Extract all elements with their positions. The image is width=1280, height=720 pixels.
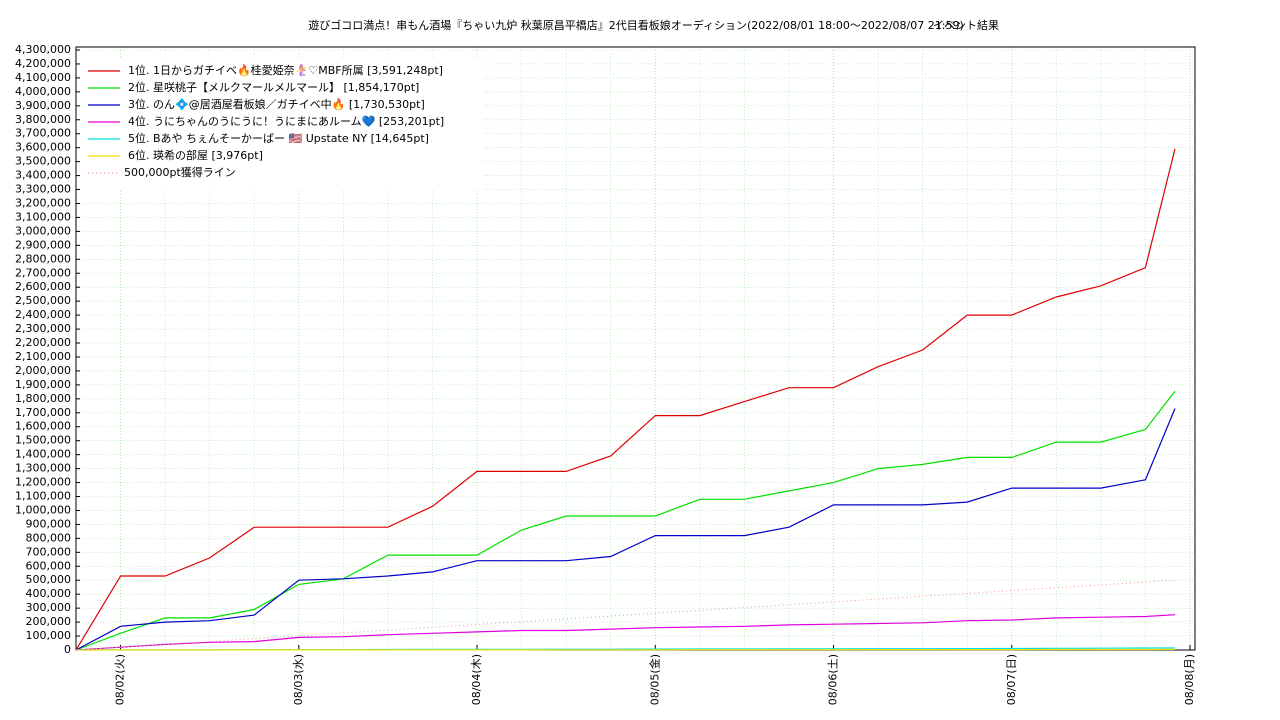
series-line <box>75 579 1176 651</box>
legend-label: 4位. うにちゃんのうにうに！うにまにあルーム💙 [253,201pt] <box>128 114 444 128</box>
legend: 1位. 1日からガチイベ🔥桂愛姫奈🧜‍♀️♡MBF所属 [3,591,248pt… <box>80 57 482 190</box>
y-tick-label: 400,000 <box>26 587 72 600</box>
legend-background <box>80 57 482 190</box>
y-tick-label: 4,200,000 <box>15 57 71 70</box>
y-tick-label: 2,800,000 <box>15 252 71 265</box>
y-tick-label: 2,500,000 <box>15 294 71 307</box>
y-tick-label: 1,500,000 <box>15 434 71 447</box>
y-tick-label: 100,000 <box>26 629 72 642</box>
x-tick-label: 08/02(火) <box>114 654 127 705</box>
y-tick-label: 600,000 <box>26 559 72 572</box>
y-tick-label: 1,900,000 <box>15 378 71 391</box>
y-tick-label: 2,900,000 <box>15 238 71 251</box>
y-tick-label: 4,000,000 <box>15 85 71 98</box>
y-tick-label: 3,000,000 <box>15 224 71 237</box>
x-tick-label: 08/07(日) <box>1005 654 1018 705</box>
y-tick-label: 3,900,000 <box>15 99 71 112</box>
legend-label: 3位. のん💠@居酒屋看板娘／ガチイベ中🔥 [1,730,530pt] <box>128 97 425 111</box>
y-tick-label: 1,000,000 <box>15 503 71 516</box>
y-tick-label: 1,200,000 <box>15 476 71 489</box>
y-tick-label: 3,100,000 <box>15 210 71 223</box>
legend-label: 1位. 1日からガチイベ🔥桂愛姫奈🧜‍♀️♡MBF所属 [3,591,248pt… <box>128 63 443 77</box>
series-line <box>75 614 1176 651</box>
y-tick-label: 2,300,000 <box>15 322 71 335</box>
y-tick-label: 2,000,000 <box>15 364 71 377</box>
y-tick-label: 300,000 <box>26 601 72 614</box>
y-tick-label: 2,700,000 <box>15 266 71 279</box>
y-tick-label: 200,000 <box>26 615 72 628</box>
series-line <box>75 390 1176 651</box>
y-tick-label: 3,700,000 <box>15 127 71 140</box>
y-tick-label: 1,600,000 <box>15 420 71 433</box>
legend-label: 6位. 瑛希の部屋 [3,976pt] <box>128 148 263 162</box>
x-tick-label: 08/08(月) <box>1183 654 1196 705</box>
y-tick-label: 0 <box>64 643 71 656</box>
x-tick-label: 08/04(木) <box>470 654 483 705</box>
y-tick-label: 3,500,000 <box>15 155 71 168</box>
y-tick-label: 4,300,000 <box>15 43 71 56</box>
y-tick-label: 2,200,000 <box>15 336 71 349</box>
series-line <box>75 408 1176 651</box>
y-tick-label: 1,100,000 <box>15 490 71 503</box>
y-tick-label: 2,400,000 <box>15 308 71 321</box>
legend-label: 500,000pt獲得ライン <box>124 166 236 179</box>
y-tick-label: 2,100,000 <box>15 350 71 363</box>
y-tick-label: 1,700,000 <box>15 406 71 419</box>
y-tick-label: 3,600,000 <box>15 141 71 154</box>
y-tick-label: 4,100,000 <box>15 71 71 84</box>
legend-label: 5位. Bあや ちぇんそーかーばー 🇺🇸 Upstate NY [14,645p… <box>128 131 429 145</box>
y-tick-label: 900,000 <box>26 517 72 530</box>
y-tick-label: 1,800,000 <box>15 392 71 405</box>
chart-title: 遊びゴコロ満点！串もん酒場『ちゃい九炉 秋葉原昌平橋店』2代目看板娘オーディショ… <box>308 18 964 32</box>
y-tick-label: 1,300,000 <box>15 462 71 475</box>
x-tick-label: 08/03(水) <box>292 654 305 705</box>
y-tick-label: 3,200,000 <box>15 196 71 209</box>
y-tick-label: 1,400,000 <box>15 448 71 461</box>
legend-label: 2位. 星咲桃子【メルクマールメルマール】 [1,854,170pt] <box>128 80 419 94</box>
y-tick-label: 3,800,000 <box>15 113 71 126</box>
y-tick-label: 700,000 <box>26 545 72 558</box>
chart-subtitle: イベント結果 <box>933 18 999 32</box>
y-tick-label: 2,600,000 <box>15 280 71 293</box>
y-tick-label: 3,400,000 <box>15 169 71 182</box>
series-line <box>75 148 1176 651</box>
y-tick-label: 500,000 <box>26 573 72 586</box>
x-tick-label: 08/05(金) <box>647 654 661 705</box>
series-line <box>76 648 1176 651</box>
y-tick-label: 3,300,000 <box>15 183 71 196</box>
y-tick-label: 800,000 <box>26 531 72 544</box>
x-tick-label: 08/06(土) <box>827 654 840 705</box>
